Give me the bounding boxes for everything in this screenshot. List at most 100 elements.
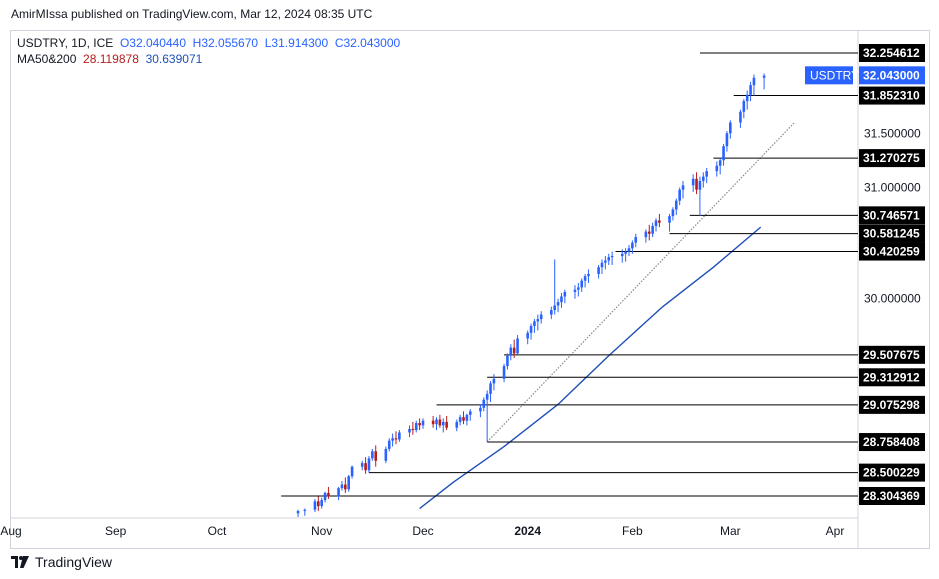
candle-body [577, 287, 580, 290]
candle-body [296, 510, 300, 514]
candle-body [658, 220, 661, 223]
candle-body [718, 160, 722, 166]
candle-body [610, 256, 614, 258]
candle-body [631, 242, 634, 249]
candle-body [529, 325, 533, 333]
candle-body [364, 463, 367, 471]
current-price-badge [859, 66, 925, 85]
candle-body [512, 347, 516, 354]
price-level-label: 30.581245 [863, 227, 920, 241]
tradingview-logo-icon [11, 556, 29, 568]
candle-body [739, 111, 742, 123]
price-level-badge [859, 86, 925, 105]
candle-body [752, 77, 756, 86]
candle-body [654, 220, 658, 227]
ma-label: MA50&200 [17, 52, 77, 66]
candle-body [539, 314, 543, 320]
price-level-label: 31.270275 [863, 151, 920, 165]
candle-body [445, 421, 448, 428]
price-level-label: 29.075298 [863, 398, 920, 412]
publisher-line: AmirMIssa published on TradingView.com, … [11, 7, 373, 21]
candle-body [762, 75, 766, 78]
current-price-label: 32.043000 [863, 68, 920, 82]
candle-body [705, 171, 708, 177]
price-level-badge [859, 345, 925, 364]
candle-body [671, 209, 675, 217]
candle-body [303, 509, 307, 511]
x-tick-label: Oct [208, 524, 227, 538]
candle-body [398, 432, 401, 440]
tradingview-footer[interactable]: TradingView [11, 554, 112, 570]
candle-body [468, 411, 472, 415]
candle-body [431, 420, 435, 425]
price-level-badge [859, 395, 925, 414]
candle-body [691, 178, 695, 186]
y-tick-label: 30.000000 [864, 292, 921, 306]
candle-body [674, 200, 678, 210]
price-level-label: 30.746571 [863, 208, 920, 222]
price-level-badge [859, 44, 925, 62]
candle-body [600, 262, 604, 268]
symbol-info: USDTRY, 1D, ICE [17, 36, 114, 50]
legend-open: O32.040440 [119, 36, 186, 50]
price-level-badge [859, 487, 925, 505]
candle-body [597, 267, 600, 274]
candle-body [729, 122, 732, 134]
candle-body [374, 451, 378, 461]
candle-body [725, 133, 729, 147]
price-level-label: 30.420259 [863, 245, 920, 259]
x-tick-label: Sep [105, 524, 127, 538]
ma-legend: MA50&200 28.119878 30.639071 [17, 52, 202, 66]
candle-body [506, 355, 509, 367]
candle-body [394, 438, 398, 440]
candle-body [553, 305, 557, 311]
candle-body [489, 383, 492, 394]
price-level-label: 28.500229 [863, 466, 920, 480]
candle-body [384, 448, 388, 461]
candle-body [340, 484, 344, 489]
candle-body [580, 280, 584, 288]
price-level-label: 29.312912 [863, 370, 920, 384]
candle-body [485, 393, 489, 400]
candle-body [462, 417, 465, 421]
x-tick-label: Mar [720, 524, 741, 538]
candle-body [701, 176, 705, 181]
candle-body [320, 500, 323, 507]
candle-body [634, 237, 638, 243]
candle-body [587, 273, 590, 277]
ma50-value: 28.119878 [83, 52, 139, 66]
price-level-label: 28.758408 [863, 435, 920, 449]
candle-body [644, 231, 648, 238]
candle-body [317, 501, 320, 507]
x-tick-label: Aug [0, 524, 21, 538]
candle-body [313, 501, 317, 510]
symbol-badge [805, 66, 853, 85]
candle-body [435, 419, 438, 425]
y-tick-label: 31.500000 [864, 126, 921, 140]
candle-body [627, 248, 631, 252]
x-tick-label: Apr [826, 524, 845, 538]
candle-body [411, 428, 415, 431]
candle-body [458, 417, 462, 422]
price-level-badge [859, 206, 925, 225]
candle-body [479, 407, 482, 412]
candle-body [651, 226, 654, 234]
legend-high: H32.055670 [192, 36, 259, 50]
x-tick-label: Feb [622, 524, 643, 538]
candle-body [563, 291, 567, 297]
candle-body [607, 257, 611, 261]
x-tick-label: 2024 [514, 524, 541, 538]
candle-body [421, 420, 425, 426]
candle-body [360, 463, 364, 467]
candle-body [749, 85, 752, 95]
candle-body [509, 347, 513, 356]
candle-body [536, 319, 540, 322]
candle-body [323, 492, 327, 501]
candle-body [668, 216, 671, 223]
candle-body [367, 458, 371, 471]
candle-body [391, 438, 394, 441]
price-level-badge [859, 149, 925, 168]
candle-body [482, 399, 486, 408]
candle-body [745, 94, 749, 102]
